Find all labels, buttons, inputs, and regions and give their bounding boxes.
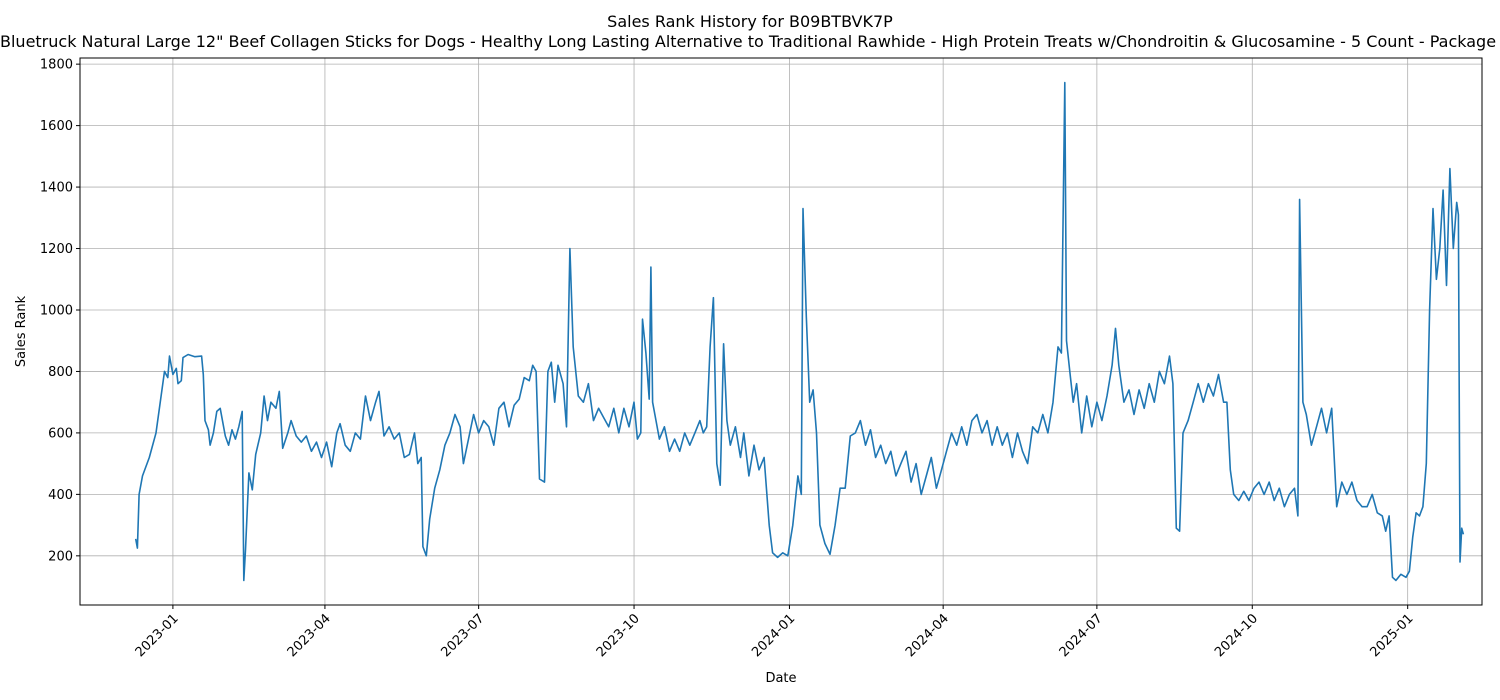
- y-tick-label: 600: [48, 426, 73, 441]
- x-tick-label: 2024-07: [1057, 611, 1106, 660]
- x-tick-label: 2024-10: [1212, 611, 1261, 660]
- x-axis-ticks: 2023-01 2023-04 2023-07 2023-10 2024-01 2024-…: [133, 605, 1417, 660]
- x-tick-label: 2025-01: [1367, 611, 1416, 660]
- x-tick-label: 2023-07: [438, 611, 487, 660]
- y-tick-label: 400: [48, 488, 73, 503]
- x-axis-label: Date: [765, 671, 796, 686]
- chart-title-block: Sales Rank History for B09BTBVK7P Bluetr…: [0, 12, 1500, 52]
- x-tick-label: 2023-10: [594, 611, 643, 660]
- y-tick-label: 200: [48, 549, 73, 564]
- x-tick-label: 2024-04: [903, 611, 952, 660]
- series-layer: [134, 81, 1465, 582]
- series-line: [134, 81, 1465, 582]
- x-tick-label: 2023-04: [285, 611, 334, 660]
- x-tick-label: 2024-01: [749, 611, 798, 660]
- y-tick-label: 1400: [40, 181, 73, 196]
- chart-title: Sales Rank History for B09BTBVK7P: [607, 12, 893, 31]
- y-axis-label: Sales Rank: [14, 295, 29, 367]
- y-tick-label: 1800: [40, 58, 73, 73]
- grid-lines: [80, 58, 1482, 605]
- plot-area-frame: [79, 57, 1483, 606]
- y-tick-label: 1200: [40, 242, 73, 257]
- x-tick-label: 2023-01: [133, 611, 182, 660]
- y-tick-label: 800: [48, 365, 73, 380]
- y-tick-label: 1000: [40, 303, 73, 318]
- y-axis-ticks: 200 400 600 800 1000 1200 1400 1600 1800: [40, 58, 80, 564]
- y-tick-label: 1600: [40, 119, 73, 134]
- chart-subtitle: Bluetruck Natural Large 12" Beef Collage…: [0, 32, 1500, 51]
